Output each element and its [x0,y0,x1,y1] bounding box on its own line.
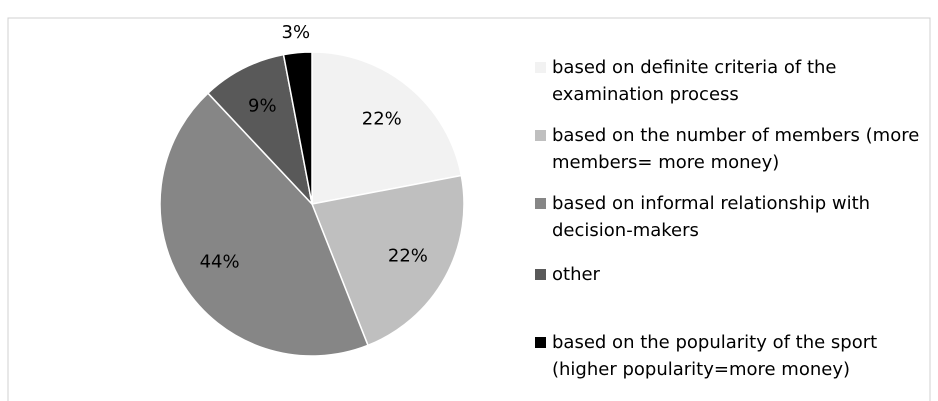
legend-swatch [535,337,546,348]
pie-slice [282,51,313,205]
chart-frame [7,17,931,401]
legend-swatch [535,62,546,73]
legend-swatch [535,130,546,141]
legend-swatch [535,198,546,209]
legend-line: based on the popularity of the sport [552,332,877,353]
legend-line: based on the number of members (more [552,125,919,146]
data-label: 22% [388,246,428,267]
data-label: 3% [282,22,311,43]
legend-line: decision-makers [552,220,699,241]
legend-swatch [535,269,546,280]
legend-label: based on informal relationship with decis… [552,193,870,241]
legend-line: other [552,264,601,285]
legend-line: examination process [552,84,739,105]
legend-line: (higher popularity=more money) [552,359,850,380]
pie-slice [159,92,369,357]
data-label: 22% [362,109,402,130]
pie-slice [310,174,465,347]
legend-label: other [552,264,601,285]
legend-label: based on definite criteria of the examina… [552,57,837,105]
data-label: 44% [200,252,240,273]
legend-line: members= more money) [552,152,779,173]
legend-label: based on the number of members (more memb… [552,125,919,173]
legend-line: based on informal relationship with [552,193,870,214]
pie-slice [206,53,314,207]
pie-slice [311,51,463,205]
legend-label: based on the popularity of the sport (hig… [552,332,877,380]
data-label: 9% [248,95,277,116]
legend-line: based on definite criteria of the [552,57,837,78]
